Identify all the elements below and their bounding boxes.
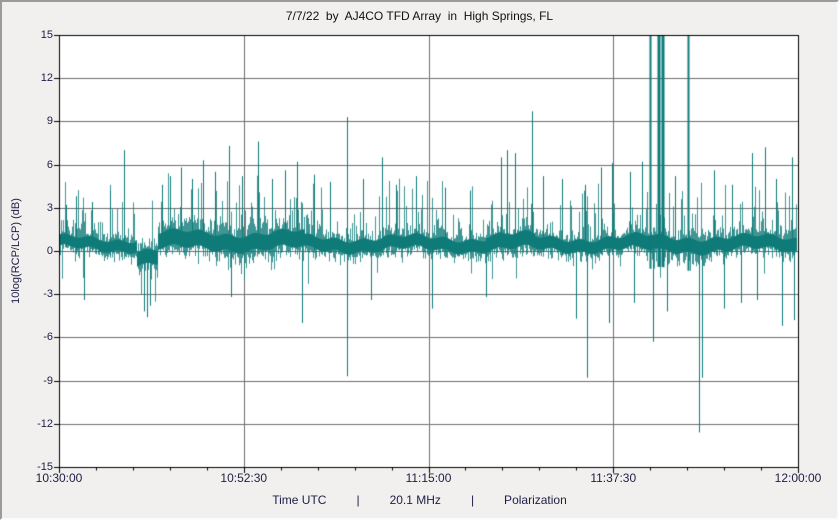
x-tick-label: 11:37:30	[590, 471, 637, 485]
x-tick-label: 10:52:30	[220, 471, 268, 485]
y-tick-label: 3	[46, 201, 53, 214]
y-tick-label: 12	[40, 72, 53, 85]
y-tick-label: -9	[43, 374, 53, 387]
y-tick-label: 6	[46, 158, 53, 171]
y-tick-label: 0	[46, 245, 53, 257]
y-tick-label: -15	[37, 461, 53, 473]
y-tick-label: -12	[37, 417, 53, 430]
y-tick-label: -3	[43, 288, 53, 301]
y-tick-label: 9	[46, 115, 53, 128]
chart-title: 7/7/22 by AJ4CO TFD Array in High Spring…	[285, 9, 554, 23]
x-axis-caption: Time UTC | 20.1 MHz | Polarization	[272, 493, 567, 507]
y-tick-label: 15	[40, 29, 53, 41]
x-tick-label: 10:30:00	[35, 471, 83, 485]
y-tick-label: -6	[43, 331, 53, 344]
x-tick-label: 12:00:00	[774, 471, 822, 485]
x-tick-label: 11:15:00	[405, 471, 452, 485]
